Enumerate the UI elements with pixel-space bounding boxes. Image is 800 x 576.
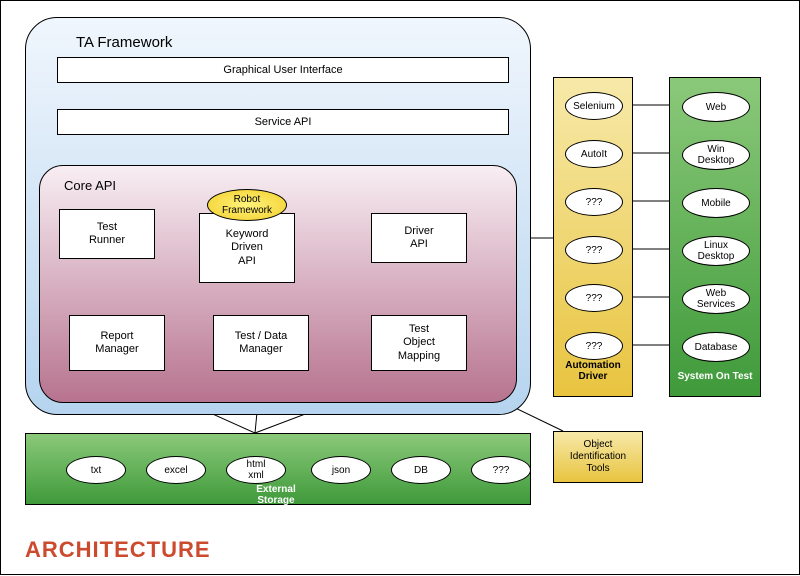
test-object-mapping-node: TestObjectMapping: [371, 315, 467, 371]
storage-item: ???: [471, 456, 531, 484]
external-storage-title: ExternalStorage: [236, 484, 316, 506]
storage-item: htmlxml: [226, 456, 286, 484]
automation-item: ???: [565, 236, 623, 264]
gui-bar: Graphical User Interface: [57, 57, 509, 83]
driver-api-node: DriverAPI: [371, 213, 467, 263]
automation-item: AutoIt: [565, 140, 623, 168]
core-api-title: Core API: [64, 178, 116, 193]
service-api-bar: Service API: [57, 109, 509, 135]
storage-item: json: [311, 456, 371, 484]
system-item: WebServices: [682, 284, 750, 314]
architecture-title: ARCHITECTURE: [25, 537, 211, 563]
system-on-test-column: Web WinDesktop Mobile LinuxDesktop WebServic…: [669, 77, 761, 397]
system-item: LinuxDesktop: [682, 236, 750, 266]
system-item: Mobile: [682, 188, 750, 218]
storage-item: excel: [146, 456, 206, 484]
keyword-driven-api-node: KeywordDrivenAPI: [199, 213, 295, 283]
ta-framework-title: TA Framework: [76, 34, 172, 51]
architecture-diagram: TA Framework Graphical User Interface Se…: [0, 0, 800, 575]
system-on-test-title: System On Test: [670, 371, 760, 382]
automation-item: ???: [565, 284, 623, 312]
test-data-manager-node: Test / DataManager: [213, 315, 309, 371]
test-runner-node: TestRunner: [59, 209, 155, 259]
external-storage-box: txt excel htmlxml json DB??? ExternalStorage: [25, 433, 531, 505]
automation-item: ???: [565, 332, 623, 360]
robot-framework-ellipse: RobotFramework: [207, 189, 287, 221]
system-item: WinDesktop: [682, 140, 750, 170]
storage-item: DB: [391, 456, 451, 484]
automation-driver-column: SeleniumAutoIt????????????AutomationDriv…: [553, 77, 633, 397]
automation-driver-title: AutomationDriver: [554, 360, 632, 382]
system-item: Web: [682, 92, 750, 122]
system-item: Database: [682, 332, 750, 362]
automation-item: ???: [565, 188, 623, 216]
object-identification-tools-box: ObjectIdentificationTools: [553, 431, 643, 483]
automation-item: Selenium: [565, 92, 623, 120]
storage-item: txt: [66, 456, 126, 484]
report-manager-node: ReportManager: [69, 315, 165, 371]
